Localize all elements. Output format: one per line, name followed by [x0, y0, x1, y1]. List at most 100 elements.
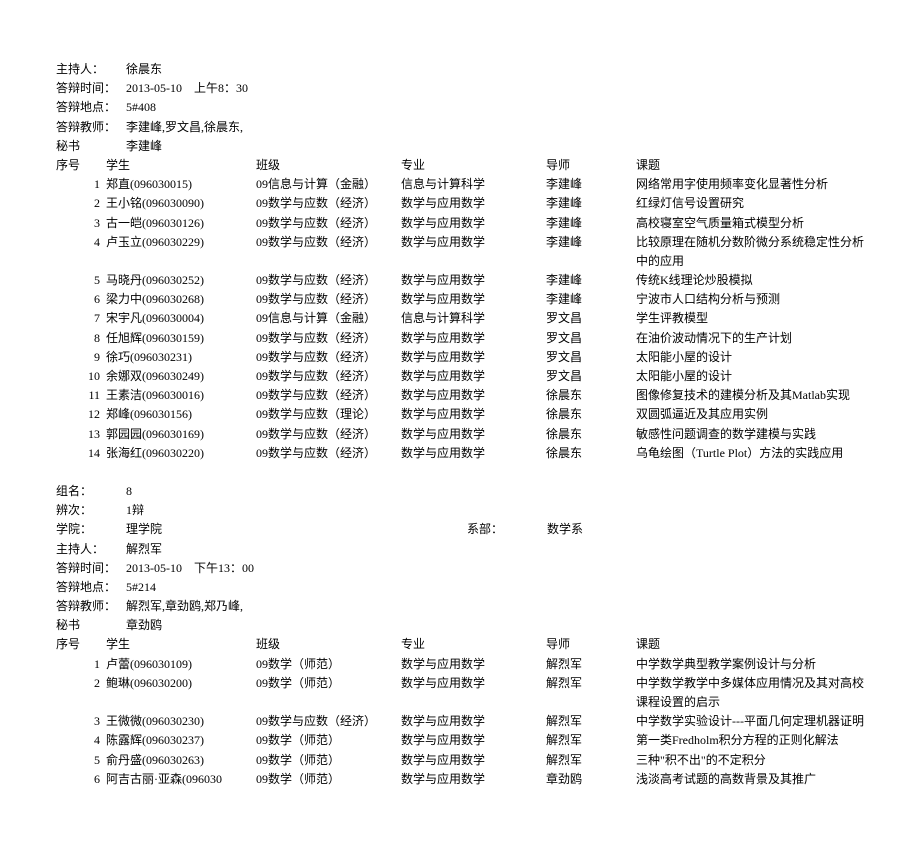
cell-major: 数学与应用数学	[401, 271, 546, 290]
cell-major: 数学与应用数学	[401, 751, 546, 770]
cell-num: 12	[56, 405, 106, 424]
cell-advisor: 罗文昌	[546, 367, 636, 386]
cell-num: 14	[56, 444, 106, 463]
cell-class: 09数学（师范）	[256, 655, 401, 674]
cell-advisor: 李建峰	[546, 290, 636, 309]
cell-student: 马晓丹(096030252)	[106, 271, 256, 290]
cell-class: 09数学与应数（经济）	[256, 329, 401, 348]
cell-topic: 高校寝室空气质量箱式模型分析	[636, 214, 864, 233]
cell-advisor: 徐晨东	[546, 444, 636, 463]
cell-topic: 敏感性问题调查的数学建模与实践	[636, 425, 864, 444]
time-value-2: 2013-05-10 下午13：00	[126, 559, 254, 578]
cell-num: 5	[56, 751, 106, 770]
cell-advisor: 徐晨东	[546, 405, 636, 424]
round-row: 辨次： 1辩	[56, 501, 864, 520]
header-num: 序号	[56, 156, 106, 175]
cell-topic: 中学数学典型教学案例设计与分析	[636, 655, 864, 674]
cell-class: 09数学与应数（经济）	[256, 290, 401, 309]
cell-student: 徐巧(096030231)	[106, 348, 256, 367]
college-label: 学院：	[56, 520, 126, 539]
table-body-1: 1郑直(096030015)09信息与计算（金融）信息与计算科学李建峰网络常用字…	[56, 175, 864, 463]
cell-num: 2	[56, 194, 106, 213]
cell-topic: 在油价波动情况下的生产计划	[636, 329, 864, 348]
cell-num: 1	[56, 175, 106, 194]
cell-major: 数学与应用数学	[401, 655, 546, 674]
cell-num: 8	[56, 329, 106, 348]
location-label: 答辩地点：	[56, 98, 126, 117]
cell-num: 10	[56, 367, 106, 386]
table-body-2: 1卢蕾(096030109)09数学（师范）数学与应用数学解烈军中学数学典型教学…	[56, 655, 864, 789]
cell-student: 卢蕾(096030109)	[106, 655, 256, 674]
cell-topic: 第一类Fredholm积分方程的正则化解法	[636, 731, 864, 750]
cell-student: 卢玉立(096030229)	[106, 233, 256, 271]
cell-student: 余娜双(096030249)	[106, 367, 256, 386]
table-row: 8任旭辉(096030159)09数学与应数（经济）数学与应用数学罗文昌在油价波…	[56, 329, 864, 348]
cell-num: 4	[56, 233, 106, 271]
table-row: 5马晓丹(096030252)09数学与应数（经济）数学与应用数学李建峰传统K线…	[56, 271, 864, 290]
cell-student: 阿吉古丽·亚森(096030	[106, 770, 256, 789]
cell-student: 王微微(096030230)	[106, 712, 256, 731]
time-row-2: 答辩时间： 2013-05-10 下午13：00	[56, 559, 864, 578]
host-row-2: 主持人： 解烈军	[56, 540, 864, 559]
cell-student: 郑峰(096030156)	[106, 405, 256, 424]
cell-class: 09数学（师范）	[256, 770, 401, 789]
cell-topic: 比较原理在随机分数阶微分系统稳定性分析中的应用	[636, 233, 864, 271]
group-value: 8	[126, 482, 132, 501]
cell-major: 数学与应用数学	[401, 214, 546, 233]
cell-major: 数学与应用数学	[401, 367, 546, 386]
cell-advisor: 徐晨东	[546, 386, 636, 405]
cell-major: 数学与应用数学	[401, 731, 546, 750]
cell-major: 数学与应用数学	[401, 329, 546, 348]
round-value: 1辩	[126, 501, 144, 520]
cell-topic: 中学数学教学中多媒体应用情况及其对高校课程设置的启示	[636, 674, 864, 712]
cell-class: 09信息与计算（金融）	[256, 175, 401, 194]
cell-major: 数学与应用数学	[401, 233, 546, 271]
group-label: 组名：	[56, 482, 126, 501]
cell-student: 任旭辉(096030159)	[106, 329, 256, 348]
table-row: 7宋宇凡(096030004)09信息与计算（金融）信息与计算科学罗文昌 学生评…	[56, 309, 864, 328]
cell-num: 7	[56, 309, 106, 328]
cell-major: 数学与应用数学	[401, 290, 546, 309]
secretary-row-2: 秘书 章劲鸥	[56, 616, 864, 635]
cell-advisor: 解烈军	[546, 751, 636, 770]
time-value: 2013-05-10 上午8：30	[126, 79, 248, 98]
header-topic-2: 课题	[636, 635, 864, 654]
round-label: 辨次：	[56, 501, 126, 520]
cell-class: 09数学与应数（理论）	[256, 405, 401, 424]
cell-major: 数学与应用数学	[401, 712, 546, 731]
cell-topic: 三种"积不出"的不定积分	[636, 751, 864, 770]
dept-value: 数学系	[547, 520, 583, 539]
cell-num: 5	[56, 271, 106, 290]
cell-major: 数学与应用数学	[401, 770, 546, 789]
cell-advisor: 章劲鸥	[546, 770, 636, 789]
cell-topic: 学生评教模型	[636, 309, 864, 328]
cell-topic: 图像修复技术的建模分析及其Matlab实现	[636, 386, 864, 405]
cell-num: 3	[56, 214, 106, 233]
cell-student: 宋宇凡(096030004)	[106, 309, 256, 328]
cell-num: 6	[56, 290, 106, 309]
cell-class: 09数学与应数（经济）	[256, 233, 401, 271]
table-row: 14张海红(096030220)09数学与应数（经济）数学与应用数学徐晨东乌龟绘…	[56, 444, 864, 463]
cell-major: 数学与应用数学	[401, 348, 546, 367]
cell-topic: 中学数学实验设计---平面几何定理机器证明	[636, 712, 864, 731]
cell-advisor: 罗文昌	[546, 309, 636, 328]
cell-student: 俞丹盛(096030263)	[106, 751, 256, 770]
header-major: 专业	[401, 156, 546, 175]
cell-advisor: 解烈军	[546, 655, 636, 674]
table-row: 11王素洁(096030016)09数学与应数（经济）数学与应用数学徐晨东图像修…	[56, 386, 864, 405]
cell-topic: 传统K线理论炒股模拟	[636, 271, 864, 290]
header-topic: 课题	[636, 156, 864, 175]
cell-student: 张海红(096030220)	[106, 444, 256, 463]
location-value-2: 5#214	[126, 578, 156, 597]
table-header-2: 序号 学生 班级 专业 导师 课题	[56, 635, 864, 654]
header-student-2: 学生	[106, 635, 256, 654]
cell-advisor: 徐晨东	[546, 425, 636, 444]
cell-advisor: 解烈军	[546, 731, 636, 750]
cell-advisor: 解烈军	[546, 674, 636, 712]
location-row: 答辩地点： 5#408	[56, 98, 864, 117]
cell-class: 09数学与应数（经济）	[256, 367, 401, 386]
header-advisor-2: 导师	[546, 635, 636, 654]
section-2: 组名： 8 辨次： 1辩 学院： 理学院 系部： 数学系 主持人： 解烈军 答辩…	[56, 482, 864, 789]
cell-student: 王小铭(096030090)	[106, 194, 256, 213]
teachers-value-2: 解烈军,章劲鸥,郑乃峰,	[126, 597, 243, 616]
